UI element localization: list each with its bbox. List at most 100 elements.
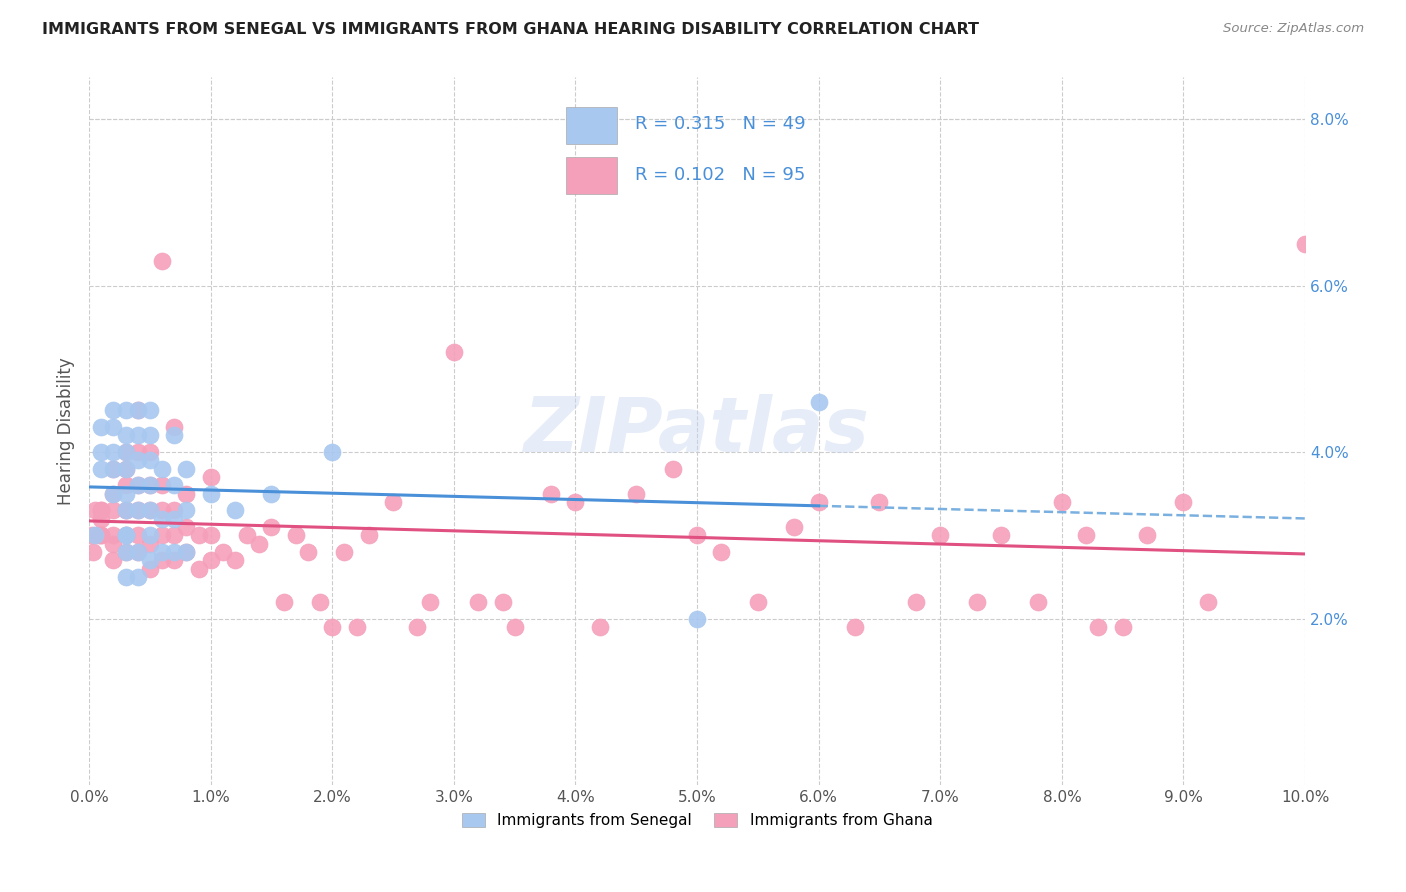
Point <box>103 486 125 500</box>
Point <box>114 545 136 559</box>
Point <box>807 495 830 509</box>
Point <box>686 528 709 542</box>
Point <box>260 520 283 534</box>
Point <box>127 545 149 559</box>
Point <box>139 453 162 467</box>
Point <box>127 478 149 492</box>
Point <box>163 478 186 492</box>
Point <box>84 528 107 542</box>
Point <box>114 461 136 475</box>
Point <box>686 611 709 625</box>
Point <box>127 403 149 417</box>
Point <box>139 478 162 492</box>
Point <box>103 420 125 434</box>
Point <box>1111 620 1133 634</box>
Point <box>90 461 112 475</box>
Point <box>382 495 405 509</box>
Point <box>990 528 1012 542</box>
Point <box>127 570 149 584</box>
Y-axis label: Hearing Disability: Hearing Disability <box>58 358 75 505</box>
Point <box>86 528 108 542</box>
Point <box>139 503 162 517</box>
Point <box>114 503 136 517</box>
Point <box>1026 595 1049 609</box>
Point <box>139 561 162 575</box>
Point <box>139 445 162 459</box>
Point <box>224 503 246 517</box>
Point <box>187 528 209 542</box>
Point <box>1076 528 1098 542</box>
Point <box>966 595 988 609</box>
Point <box>103 503 125 517</box>
Text: Source: ZipAtlas.com: Source: ZipAtlas.com <box>1223 22 1364 36</box>
Point <box>150 528 173 542</box>
Point <box>114 445 136 459</box>
Point <box>1197 595 1219 609</box>
Point <box>139 536 162 550</box>
Point <box>90 528 112 542</box>
Legend: Immigrants from Senegal, Immigrants from Ghana: Immigrants from Senegal, Immigrants from… <box>456 806 939 834</box>
Point <box>163 503 186 517</box>
Point <box>1087 620 1109 634</box>
Point <box>114 445 136 459</box>
Point <box>200 553 222 567</box>
Point <box>163 545 186 559</box>
Point <box>333 545 356 559</box>
Point <box>139 478 162 492</box>
Point <box>224 553 246 567</box>
Point <box>783 520 806 534</box>
Point <box>503 620 526 634</box>
Point <box>127 503 149 517</box>
Point <box>176 486 198 500</box>
Point <box>844 620 866 634</box>
Point <box>176 520 198 534</box>
Point <box>114 428 136 442</box>
Point <box>114 486 136 500</box>
Point <box>163 511 186 525</box>
Point <box>114 503 136 517</box>
Point <box>150 253 173 268</box>
Point <box>163 528 186 542</box>
Point <box>357 528 380 542</box>
Point <box>82 545 104 559</box>
Point <box>929 528 952 542</box>
Point <box>103 536 125 550</box>
Point <box>139 503 162 517</box>
Point <box>1294 236 1316 251</box>
Point <box>807 395 830 409</box>
Point <box>114 403 136 417</box>
Point <box>321 445 343 459</box>
Point <box>103 461 125 475</box>
Point <box>127 428 149 442</box>
Point <box>139 553 162 567</box>
Point <box>346 620 368 634</box>
Point <box>127 403 149 417</box>
Point <box>163 428 186 442</box>
Point <box>90 503 112 517</box>
Point <box>260 486 283 500</box>
Point <box>1173 495 1195 509</box>
Point <box>309 595 332 609</box>
Point <box>273 595 295 609</box>
Point <box>150 511 173 525</box>
Point <box>200 528 222 542</box>
Point <box>150 545 173 559</box>
Point <box>114 528 136 542</box>
Point <box>90 445 112 459</box>
Point <box>200 486 222 500</box>
Point <box>103 553 125 567</box>
Text: IMMIGRANTS FROM SENEGAL VS IMMIGRANTS FROM GHANA HEARING DISABILITY CORRELATION : IMMIGRANTS FROM SENEGAL VS IMMIGRANTS FR… <box>42 22 979 37</box>
Point <box>1136 528 1159 542</box>
Point <box>467 595 489 609</box>
Point <box>103 528 125 542</box>
Point <box>150 478 173 492</box>
Point <box>114 461 136 475</box>
Point <box>247 536 270 550</box>
Point <box>127 503 149 517</box>
Point <box>114 528 136 542</box>
Point <box>869 495 891 509</box>
Point <box>540 486 562 500</box>
Point <box>90 420 112 434</box>
Point <box>80 528 103 542</box>
Point <box>747 595 769 609</box>
